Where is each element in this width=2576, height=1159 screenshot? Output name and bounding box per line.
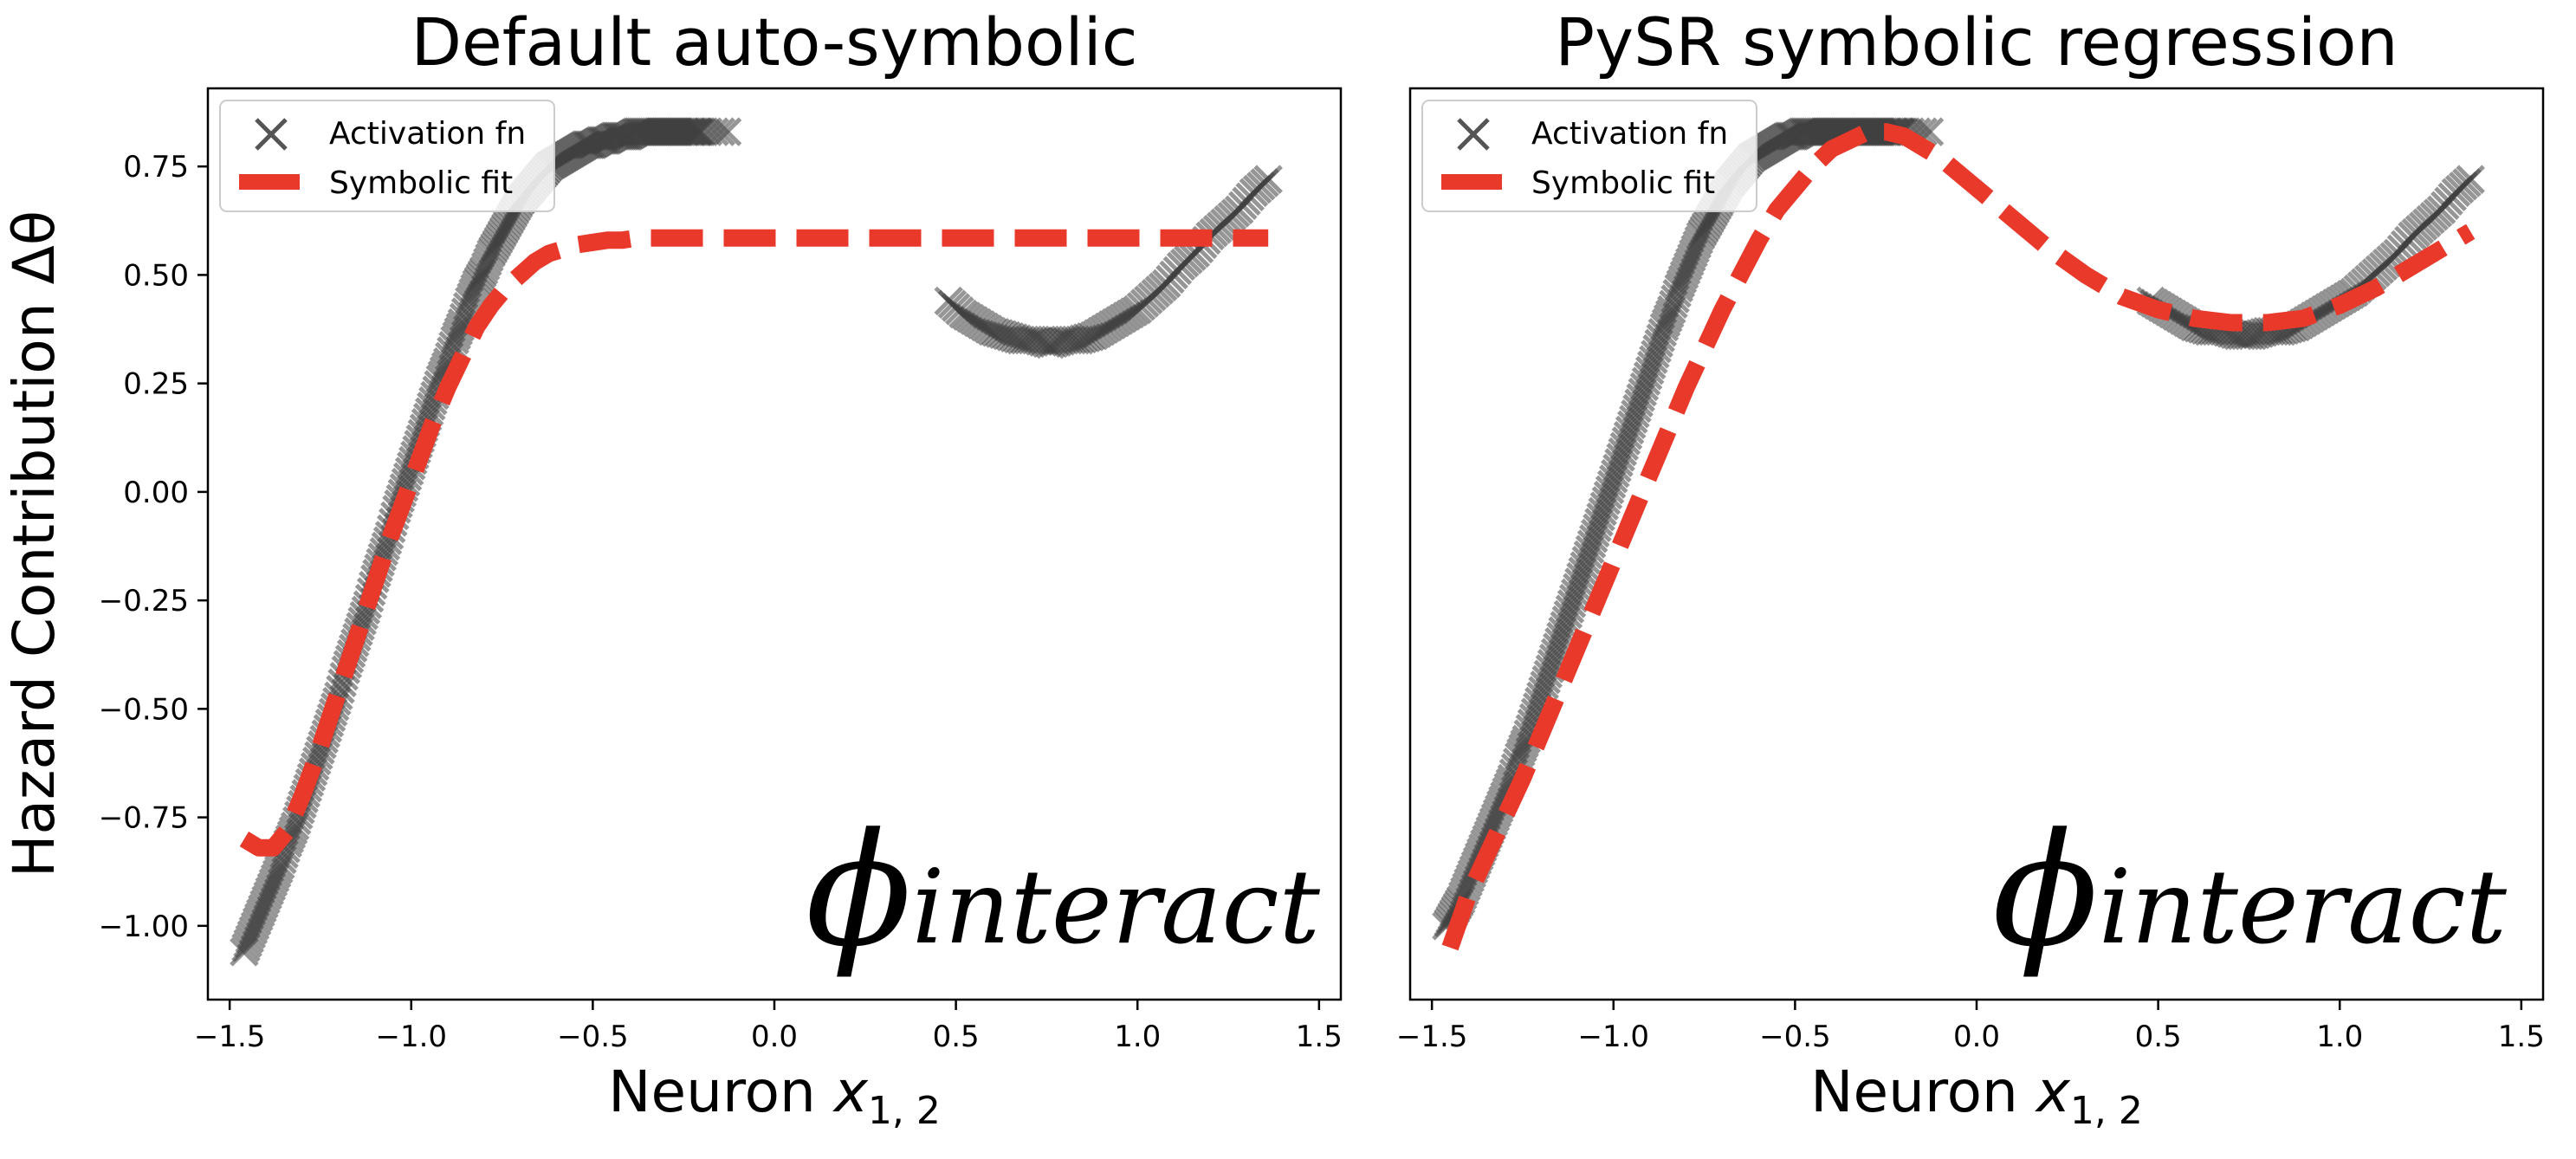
x-tick-label: 0.5 — [933, 1020, 980, 1054]
legend: Activation fn Symbolic fit — [1421, 100, 1757, 212]
activation-point — [1253, 165, 1283, 194]
x-tick-label: 1.5 — [2498, 1020, 2545, 1054]
y-tick-label: −0.75 — [99, 801, 189, 836]
legend-label: Symbolic fit — [1531, 165, 1715, 201]
x-tick-label: −0.5 — [1759, 1020, 1831, 1054]
x-axis-label: Neuron x1, 2 — [608, 1059, 941, 1133]
x-tick-label: −1.5 — [194, 1020, 266, 1054]
activation-point — [700, 117, 729, 146]
legend-label: Activation fn — [1531, 116, 1728, 152]
y-axis-label: Hazard Contribution Δθ — [1, 210, 68, 877]
x-axis-label: Neuron x1, 2 — [1810, 1059, 2143, 1133]
x-tick-label: 1.0 — [2316, 1020, 2363, 1054]
chart-title: PySR symbolic regression — [1555, 3, 2398, 81]
x-axis: −1.5 −1.0 −0.5 0.0 0.5 1.0 1.5 — [194, 1000, 1343, 1054]
x-axis: −1.5 −1.0 −0.5 0.0 0.5 1.0 1.5 — [1396, 1000, 2545, 1054]
legend: Activation fn Symbolic fit — [219, 100, 555, 212]
x-tick-label: 1.5 — [1296, 1020, 1343, 1054]
activation-point — [2456, 165, 2485, 194]
y-axis: −1.00 −0.75 −0.50 −0.25 0.00 0.25 0.50 0.75 — [99, 150, 208, 944]
x-tick-label: 0.5 — [2135, 1020, 2182, 1054]
y-tick-label: 0.00 — [123, 476, 189, 510]
plot-area — [1432, 117, 2485, 951]
annotation: ϕinteract — [1992, 800, 2508, 981]
x-tick-label: 0.0 — [751, 1020, 798, 1054]
legend-frame — [219, 100, 555, 212]
annotation: ϕinteract — [806, 800, 1321, 981]
panel-right: PySR symbolic regression −1.5 −1.0 −0.5 0.0… — [1396, 3, 2545, 1133]
legend-marker-icon — [1457, 118, 1490, 151]
legend-label: Activation fn — [329, 116, 526, 152]
x-tick-label: 1.0 — [1114, 1020, 1161, 1054]
symbolic-fit-line — [239, 229, 1269, 857]
x-tick-label: −1.0 — [375, 1020, 447, 1054]
y-tick-label: −1.00 — [99, 910, 189, 944]
y-tick-label: 0.75 — [123, 150, 189, 185]
x-tick-label: 0.0 — [1953, 1020, 2000, 1054]
chart-title: Default auto-symbolic — [411, 3, 1137, 81]
y-tick-label: 0.50 — [123, 258, 189, 293]
legend-marker-icon — [255, 118, 288, 151]
panel-left: Default auto-symbolic −1.5 −1.0 −0.5 0.0 0.5… — [1, 3, 1343, 1133]
y-tick-label: −0.25 — [99, 584, 189, 618]
x-tick-label: −1.0 — [1577, 1020, 1649, 1054]
legend-label: Symbolic fit — [329, 165, 513, 201]
x-tick-label: −1.5 — [1396, 1020, 1468, 1054]
activation-point — [706, 117, 735, 146]
legend-frame — [1421, 100, 1757, 212]
plot-area — [230, 117, 1283, 967]
y-tick-label: −0.50 — [99, 692, 189, 727]
symbolic-fit-line — [1441, 123, 2476, 951]
y-tick-label: 0.25 — [123, 367, 189, 402]
x-tick-label: −0.5 — [557, 1020, 629, 1054]
activation-point — [712, 117, 742, 146]
